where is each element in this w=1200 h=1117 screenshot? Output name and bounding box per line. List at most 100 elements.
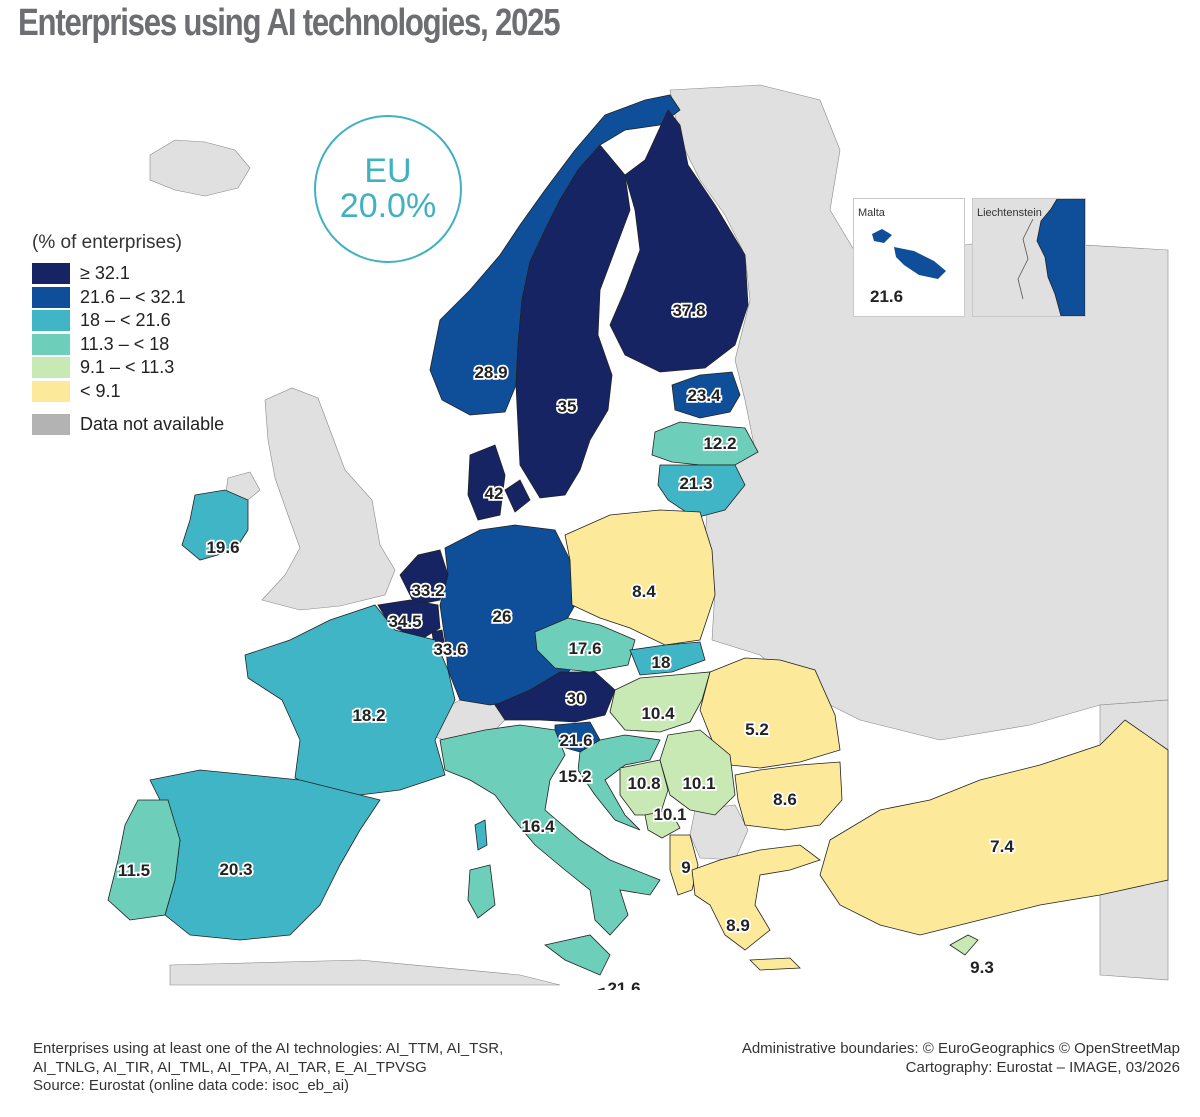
inset-malta-label: Malta [858,207,885,219]
legend-item: ≥ 32.1 [32,262,224,286]
europe-map: 37.8 35 28.9 42 23.4 12.2 21.3 19.6 33.2… [107,84,1169,990]
label-croatia: 15.2 [558,767,591,786]
country-bulgaria[interactable] [734,761,843,831]
label-czechia: 17.6 [568,639,601,658]
country-poland[interactable] [564,509,716,646]
label-montenegro: 10.1 [653,805,686,824]
label-finland: 37.8 [672,301,705,320]
label-serbia: 10.1 [682,774,715,793]
legend-item: 21.6 – < 32.1 [32,286,224,310]
legend-label: 9.1 – < 11.3 [80,357,175,378]
country-greece[interactable] [691,844,821,971]
label-bulgaria: 8.6 [773,790,797,809]
legend-label: 21.6 – < 32.1 [80,286,186,307]
liechtenstein-border-line [1017,218,1034,300]
country-france-corsica[interactable] [474,819,488,851]
country-cyprus[interactable] [949,934,979,956]
footer-line-2: AI_TNLG, AI_TIR, AI_TML, AI_TPA, AI_TAR,… [33,1058,427,1076]
footer-boundaries: Administrative boundaries: © EuroGeograp… [741,1040,1180,1057]
balkans-non-eu-shape [689,804,749,861]
inset-liechtenstein-label: Liechtenstein [977,207,1042,219]
country-latvia[interactable] [651,421,759,466]
label-cyprus: 9.3 [970,958,994,977]
legend-swatch [32,357,70,379]
label-portugal: 11.5 [118,861,150,880]
country-turkey[interactable] [819,719,1169,936]
footer-notes: Enterprises using at least one of the AI… [33,1040,503,1096]
country-czechia[interactable] [534,617,636,673]
country-finland[interactable] [609,109,749,373]
label-malta: 21.6 [607,979,640,990]
inset-liechtenstein-map [1017,199,1085,316]
eu-average-badge: EU 20.0% [314,115,462,263]
country-spain[interactable] [149,769,381,941]
label-poland: 8.4 [632,582,656,601]
legend-label: ≥ 32.1 [80,263,130,284]
iceland-shape [149,139,251,197]
label-hungary: 10.4 [641,704,675,723]
label-france: 18.2 [352,706,385,725]
legend-label-na: Data not available [80,414,225,435]
legend: (% of enterprises) ≥ 32.1 21.6 – < 32.1 … [32,232,224,437]
legend-swatch [32,380,70,402]
country-portugal[interactable] [107,799,181,921]
country-malta[interactable] [597,987,605,990]
label-denmark: 42 [485,484,504,503]
country-romania[interactable] [699,657,841,769]
legend-title: (% of enterprises) [32,232,182,253]
country-denmark[interactable] [467,444,531,521]
inset-malta-map [872,229,946,279]
country-sweden[interactable] [515,144,631,499]
eastern-europe-shape [669,84,1169,741]
legend-swatch [32,333,70,355]
label-netherlands: 33.2 [411,581,444,600]
footer-line-1: Enterprises using at least one of the AI… [33,1040,504,1057]
country-albania[interactable] [669,834,699,896]
country-hungary[interactable] [609,671,711,733]
legend-swatch [32,286,70,308]
label-slovenia: 21.6 [559,731,592,750]
label-slovakia: 18 [652,653,671,672]
inset-malta: Malta 21.6 [853,198,965,317]
legend-item: < 9.1 [32,380,224,404]
label-italy: 16.4 [521,817,555,836]
country-austria[interactable] [494,671,616,723]
inset-malta-value: 21.6 [870,287,904,306]
label-luxembourg: 33.6 [433,640,466,659]
value-labels: 37.8 35 28.9 42 23.4 12.2 21.3 19.6 33.2… [116,299,1016,990]
country-montenegro[interactable] [644,809,681,839]
inset-liechtenstein: Liechtenstein [972,198,1086,317]
label-greece: 8.9 [726,916,750,935]
eu-label: EU [364,152,412,190]
country-croatia[interactable] [577,734,661,831]
country-france[interactable] [244,604,456,796]
legend-label: 18 – < 21.6 [80,310,171,331]
label-estonia: 23.4 [687,386,721,405]
liechtenstein-shape [1036,199,1085,316]
country-lithuania[interactable] [657,464,746,519]
malta-island-shape [872,229,892,243]
legend-label: < 9.1 [80,380,121,401]
country-italy[interactable] [439,724,661,976]
north-africa-shape [169,959,561,986]
uk-shape [261,387,396,611]
label-norway: 28.9 [474,363,507,382]
country-slovakia[interactable] [629,641,706,676]
malta-main-shape [894,247,946,279]
footer-credits: Administrative boundaries: © EuroGeograp… [742,1040,1180,1077]
footer-source: Source: Eurostat (online data code: isoc… [33,1077,350,1094]
label-bosnia: 10.8 [627,774,660,793]
label-spain: 20.3 [219,860,252,879]
country-estonia[interactable] [671,371,741,419]
label-ireland: 19.6 [206,538,239,557]
country-serbia[interactable] [659,729,736,816]
legend-swatch [32,310,70,332]
country-shapes [107,94,1169,990]
eu-value: 20.0% [339,187,437,225]
country-ireland[interactable] [181,489,249,561]
legend-item: 11.3 – < 18 [32,333,224,357]
label-turkey: 7.4 [990,837,1014,856]
label-latvia: 12.2 [703,434,736,453]
label-sweden: 35 [558,397,577,416]
label-belgium: 34.5 [388,612,421,631]
